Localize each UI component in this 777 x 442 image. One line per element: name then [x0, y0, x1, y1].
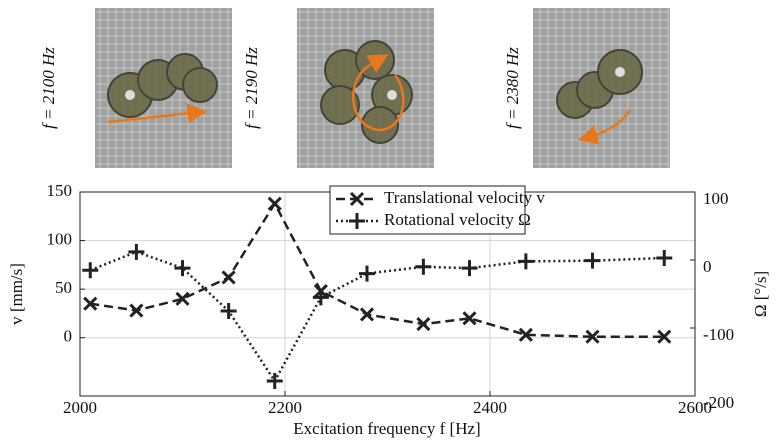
point — [359, 307, 375, 322]
point — [415, 258, 432, 275]
point — [518, 327, 533, 342]
x-axis-label: Excitation frequency f [Hz] — [293, 419, 480, 438]
photo — [297, 8, 434, 168]
y2-tick-label: -100 — [703, 325, 734, 344]
point — [462, 311, 477, 326]
legend-label: Translational velocity v — [384, 188, 545, 207]
point — [175, 291, 190, 306]
point — [221, 270, 236, 285]
legend-label: Rotational velocity Ω — [384, 210, 531, 229]
legend-marker — [349, 191, 365, 207]
x-tick-label: 2000 — [63, 398, 97, 417]
y-axis-label: v [mm/s] — [7, 263, 26, 325]
point — [174, 260, 191, 277]
point — [267, 196, 282, 211]
y2-axis-label: Ω [°/s] — [751, 271, 770, 317]
point — [584, 252, 601, 269]
point — [128, 243, 145, 260]
point — [585, 329, 600, 344]
x-tick-label: 2600 — [678, 398, 712, 417]
point — [416, 317, 431, 332]
point — [312, 289, 329, 306]
photo — [95, 8, 232, 168]
point — [461, 260, 478, 277]
point — [657, 329, 672, 344]
point — [129, 303, 144, 318]
point — [656, 249, 673, 266]
y-tick-label: 50 — [55, 278, 72, 297]
y-tick-label: 100 — [47, 229, 73, 248]
x-tick-label: 2400 — [473, 398, 507, 417]
y-tick-label: 0 — [64, 327, 73, 346]
y2-tick-label: 0 — [703, 257, 712, 276]
point — [517, 253, 534, 270]
y2-tick-label: 100 — [703, 189, 729, 208]
panel-label: f = 2380 Hz — [503, 47, 522, 129]
y2-tick-label: -200 — [703, 393, 734, 412]
point — [83, 296, 98, 311]
legend-marker — [349, 213, 365, 229]
point — [359, 265, 375, 282]
point — [220, 303, 237, 319]
point — [82, 262, 99, 279]
point — [266, 373, 283, 390]
panel-label: f = 2100 Hz — [39, 47, 58, 129]
series-line — [90, 201, 665, 338]
series-line — [89, 250, 665, 384]
x-tick-label: 2200 — [268, 398, 302, 417]
panel-label: f = 2190 Hz — [242, 47, 261, 129]
y-tick-label: 150 — [47, 181, 73, 200]
photo — [533, 8, 670, 168]
